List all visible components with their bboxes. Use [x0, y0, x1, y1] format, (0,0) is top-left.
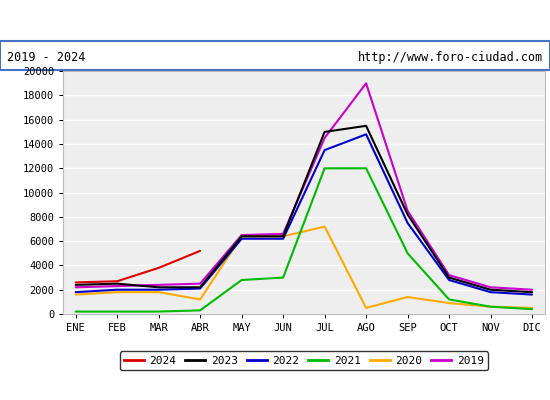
Text: 2019 - 2024: 2019 - 2024: [7, 50, 85, 64]
Text: Evolucion Nº Turistas Extranjeros en el municipio de Palamós: Evolucion Nº Turistas Extranjeros en el …: [13, 14, 537, 30]
Text: http://www.foro-ciudad.com: http://www.foro-ciudad.com: [358, 50, 543, 64]
Legend: 2024, 2023, 2022, 2021, 2020, 2019: 2024, 2023, 2022, 2021, 2020, 2019: [119, 352, 488, 370]
